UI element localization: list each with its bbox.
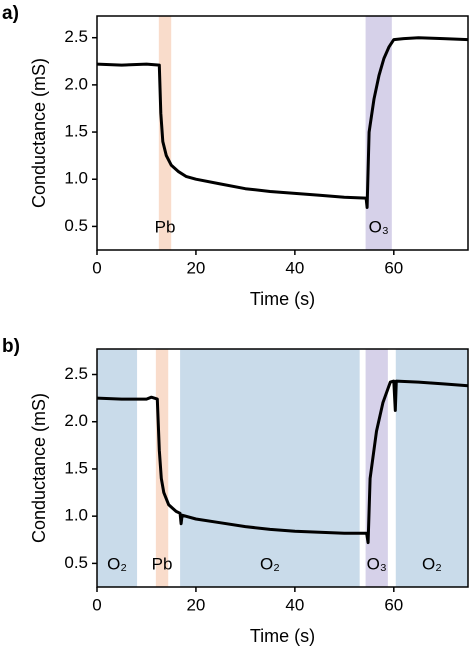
x-tick-label: 0 bbox=[92, 595, 101, 614]
x-tick-label: 40 bbox=[285, 258, 304, 277]
region-label: O₂ bbox=[422, 554, 442, 573]
region-label: O₃ bbox=[369, 217, 389, 236]
y-axis-label: Conductance (mS) bbox=[29, 393, 49, 543]
y-tick-label: 0.5 bbox=[64, 216, 88, 235]
region bbox=[180, 349, 360, 587]
y-tick-label: 2.0 bbox=[64, 74, 88, 93]
region-label: Pb bbox=[155, 217, 176, 236]
y-tick-label: 2.5 bbox=[64, 27, 88, 46]
data-line bbox=[96, 379, 469, 545]
y-tick-label: 1.5 bbox=[64, 458, 88, 477]
y-axis-label: Conductance (mS) bbox=[29, 58, 49, 208]
y-tick-label: 2.5 bbox=[64, 364, 88, 383]
panel-label: b) bbox=[2, 336, 20, 357]
data-line bbox=[96, 36, 469, 209]
region-label: O₃ bbox=[367, 554, 387, 573]
region bbox=[365, 349, 388, 587]
x-tick-label: 20 bbox=[186, 258, 205, 277]
region-label: Pb bbox=[152, 554, 173, 573]
y-tick-label: 1.0 bbox=[64, 506, 88, 525]
x-tick-label: 20 bbox=[186, 595, 205, 614]
x-tick-label: 40 bbox=[285, 595, 304, 614]
y-tick-label: 0.5 bbox=[64, 553, 88, 572]
x-tick-label: 60 bbox=[384, 595, 403, 614]
y-tick-label: 1.5 bbox=[64, 122, 88, 141]
panel-label: a) bbox=[2, 3, 19, 24]
region-label: O₂ bbox=[107, 554, 127, 573]
y-tick-label: 2.0 bbox=[64, 411, 88, 430]
x-axis-label: Time (s) bbox=[250, 626, 315, 646]
y-tick-label: 1.0 bbox=[64, 169, 88, 188]
region bbox=[97, 349, 138, 587]
region-label: O₂ bbox=[260, 554, 280, 573]
plot-frame bbox=[96, 15, 469, 251]
x-tick-label: 0 bbox=[92, 258, 101, 277]
x-axis-label: Time (s) bbox=[250, 289, 315, 309]
plot-frame bbox=[96, 348, 469, 588]
region bbox=[158, 16, 172, 250]
x-tick-label: 60 bbox=[384, 258, 403, 277]
region bbox=[395, 349, 468, 587]
